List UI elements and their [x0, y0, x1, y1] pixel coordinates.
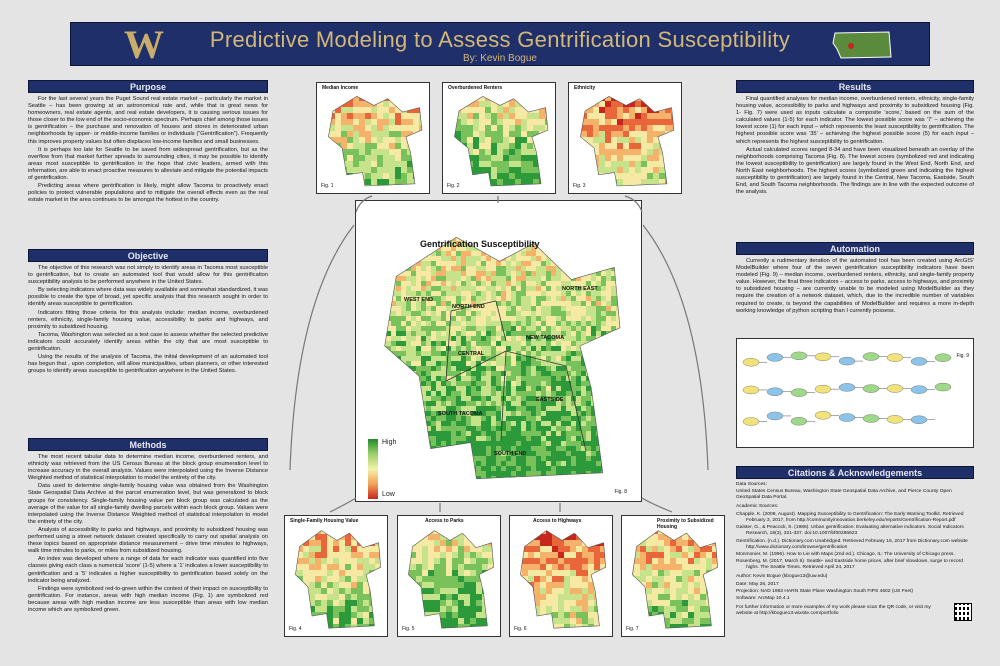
citations-section: Citations & Acknowledgements Data Source…	[736, 466, 974, 621]
neighborhood-label: SOUTH END	[494, 451, 527, 457]
figure-title: Median Income	[321, 85, 360, 91]
figure-label: Fig. 2	[447, 183, 460, 189]
automation-body: Currently a rudimentary iteration of the…	[736, 258, 974, 315]
figure-3-ethnicity: Ethnicity Fig. 3	[568, 82, 682, 194]
results-section: Results Final quantified analyses for me…	[736, 80, 974, 197]
figure-label: Fig. 4	[289, 626, 302, 632]
automation-section: Automation Currently a rudimentary itera…	[736, 242, 974, 316]
neighborhood-label: NEW TACOMA	[526, 335, 565, 341]
figure-title: Proximity to Subsidized Housing	[656, 518, 722, 530]
results-paragraph: Final quantified analyses for median inc…	[736, 96, 974, 145]
map-graphic	[520, 530, 607, 629]
uw-logo: W	[124, 22, 164, 67]
neighborhood-label: SOUTH TACOMA	[438, 411, 483, 417]
figure-label: Fig. 9	[956, 353, 969, 359]
map-graphic	[408, 530, 495, 629]
figure-label: Fig. 3	[573, 183, 586, 189]
figure-title: Overburdened Renters	[447, 85, 504, 91]
neighborhood-label: NORTH EAST	[562, 286, 598, 292]
legend-high-label: High	[382, 439, 397, 446]
meta-line: Author: Kevin Bogue (kbogue13@uw.edu)	[736, 574, 828, 580]
citation-entry: Monmonier, M. (1996). How to Lie with Ma…	[736, 551, 955, 557]
left-column: Purpose For the last several years the P…	[28, 80, 268, 205]
data-sources-text: United States Census Bureau, Washington …	[736, 489, 952, 501]
figure-title: Ethnicity	[573, 85, 597, 91]
neighborhood-label: NORTH END	[452, 304, 485, 310]
meta-line: Software: ArcMap 10.4.1	[736, 596, 790, 602]
methods-paragraph: Data used to determine single-family hou…	[28, 483, 268, 525]
meta-line: Projection: NAD 1983 HARN State Plane Wa…	[736, 588, 914, 594]
results-paragraph: Actual calculated scores ranged 8-34 and…	[736, 146, 974, 196]
methods-section: Methods The most recent tabular data to …	[28, 438, 268, 615]
methods-heading: Methods	[28, 438, 268, 451]
objective-paragraph: Indicators fitting those criteria for th…	[28, 309, 268, 330]
neighborhood-label: CENTRAL	[458, 351, 485, 357]
figure-title: Access to Parks	[424, 518, 465, 524]
purpose-paragraph: Predicting areas where gentrification is…	[28, 183, 268, 204]
neighborhood-label: WEST END	[404, 297, 434, 303]
objective-body: The objective of this research was not s…	[28, 265, 268, 375]
map-graphic	[454, 96, 549, 187]
methods-body: The most recent tabular data to determin…	[28, 454, 268, 614]
citation-entry: Gentrification. (n.d.). Dictionary.com U…	[736, 538, 968, 550]
objective-paragraph: The objective of this research was not s…	[28, 265, 268, 286]
figure-5-access-to-parks: Access to Parks Fig. 5	[397, 515, 501, 637]
automation-paragraph: Currently a rudimentary iteration of the…	[736, 258, 974, 314]
objective-paragraph: By selecting indicators where data was w…	[28, 287, 268, 308]
figure-label: Fig. 8	[614, 489, 627, 495]
gentrification-map-graphic	[384, 236, 621, 480]
methods-paragraph: Analysis of accessibility to parks and h…	[28, 526, 268, 555]
poster-title: Predictive Modeling to Assess Gentrifica…	[209, 27, 791, 52]
results-heading: Results	[736, 80, 974, 93]
methods-paragraph: The most recent tabular data to determin…	[28, 454, 268, 482]
figure-6-access-to-highways: Access to Highways Fig. 6	[509, 515, 613, 637]
figure-title: Access to Highways	[532, 518, 583, 524]
washington-state-map-icon	[832, 31, 892, 59]
legend-low-label: Low	[382, 491, 395, 498]
map-graphic	[632, 530, 719, 629]
results-body: Final quantified analyses for median inc…	[736, 96, 974, 196]
automation-heading: Automation	[736, 242, 974, 255]
purpose-paragraph: For the last several years the Puget Sou…	[28, 96, 268, 145]
objective-section: Objective The objective of this research…	[28, 249, 268, 376]
purpose-body: For the last several years the Puget Sou…	[28, 96, 268, 204]
neighborhood-label: EASTSIDE	[536, 397, 564, 403]
figure-4-single-family-housing-value: Single-Family Housing Value Fig. 4	[284, 515, 388, 637]
purpose-heading: Purpose	[28, 80, 268, 93]
citations-heading: Citations & Acknowledgements	[736, 466, 974, 479]
figure-7-proximity-to-subsidized-housing: Proximity to Subsidized Housing Fig. 7	[621, 515, 725, 637]
objective-paragraph: Tacoma, Washington was selected as a tes…	[28, 331, 268, 353]
purpose-paragraph: It is perhaps too late for Seattle to be…	[28, 146, 268, 182]
citation-entry: Chapple, K. (2009, August). Mapping Susc…	[736, 511, 964, 523]
methods-paragraph: Findings were symbolized red-to-green wi…	[28, 585, 268, 613]
objective-heading: Objective	[28, 249, 268, 262]
figure-label: Fig. 5	[402, 626, 415, 632]
map-graphic	[328, 96, 423, 187]
map-graphic	[295, 530, 382, 629]
figure-label: Fig. 1	[321, 183, 334, 189]
meta-line: Date: May 26, 2017	[736, 581, 779, 587]
figure-label: Fig. 7	[626, 626, 639, 632]
figure-1-median-income: Median Income Fig. 1	[316, 82, 430, 194]
figure-2-overburdened-renters: Overburdened Renters Fig. 2	[442, 82, 556, 194]
citation-entry: Rosenberg, M. (2017, March 6). Seattle- …	[736, 559, 963, 571]
figure-8-gentrification-susceptibility: Gentrification Susceptibility WEST END N…	[355, 200, 642, 502]
figure-label: Fig. 6	[514, 626, 527, 632]
color-ramp-legend	[368, 439, 378, 499]
objective-paragraph: Using the results of the analysis of Tac…	[28, 354, 268, 375]
qr-code-icon[interactable]	[954, 602, 972, 621]
citation-entry: Galster, G., & Peacock, S. (1986). Urban…	[736, 525, 964, 537]
poster-byline: By: Kevin Bogue	[463, 53, 537, 64]
citations-body: Data Sources: United States Census Burea…	[736, 482, 974, 617]
data-sources-label: Data Sources:	[736, 482, 767, 487]
title-banner: W Predictive Modeling to Assess Gentrifi…	[70, 22, 930, 66]
academic-label: Academic Sources:	[736, 504, 779, 510]
contact-text: For further information or more examples…	[736, 605, 931, 617]
methods-paragraph: An index was developed where a range of …	[28, 556, 268, 584]
figure-title: Single-Family Housing Value	[289, 518, 360, 524]
model-builder-diagram	[742, 351, 952, 426]
map-title: Gentrification Susceptibility	[420, 239, 540, 249]
figure-9-model-diagram: Fig. 9	[736, 338, 974, 448]
map-graphic	[580, 96, 675, 187]
